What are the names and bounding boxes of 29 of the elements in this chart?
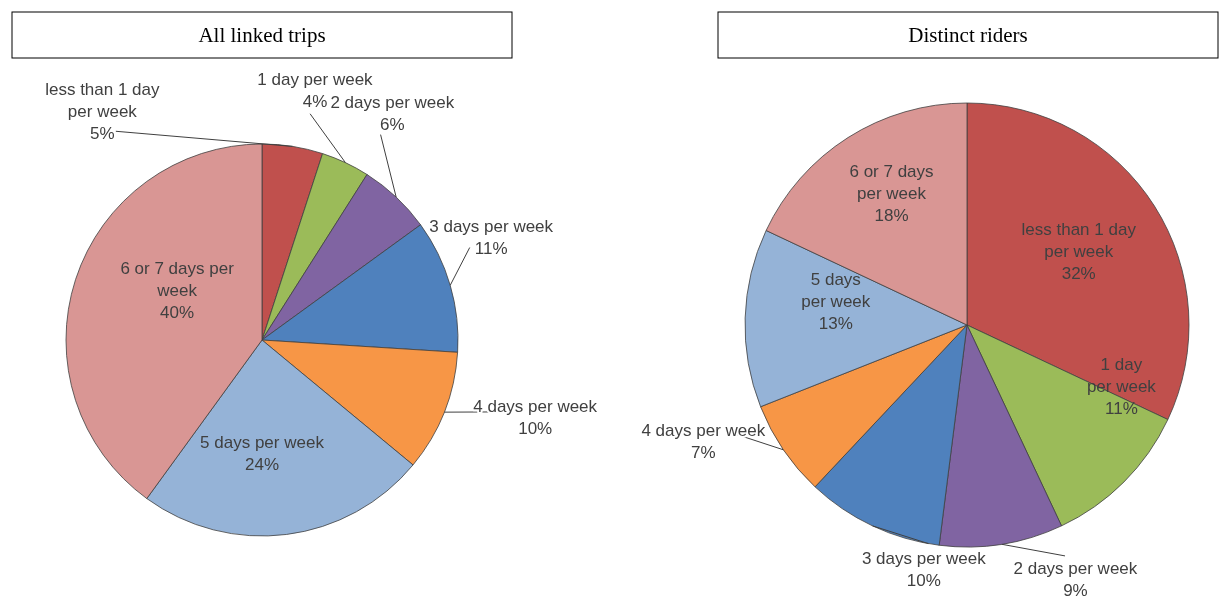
slice-label: 1 day per week — [1086, 355, 1157, 397]
data-label: 7% — [691, 443, 716, 463]
slice-label: 4 days per week — [641, 421, 766, 441]
data-label: 5% — [90, 124, 115, 144]
data-label: 10% — [518, 419, 553, 439]
data-label: 4% — [302, 91, 328, 111]
data-label: 18% — [874, 206, 909, 226]
slice-label: 2 days per week — [1013, 559, 1138, 579]
slice-label: 5 days per week — [801, 269, 871, 311]
slice-label: 1 day per week — [257, 69, 374, 89]
slice-label: less than 1 day per week — [45, 80, 161, 122]
slice-label: less than 1 day per week — [1021, 220, 1137, 262]
slice-label: 5 days per week — [200, 432, 325, 452]
chart-title: Distinct riders — [908, 23, 1028, 47]
data-label: 32% — [1061, 264, 1096, 284]
chart-title: All linked trips — [198, 23, 326, 47]
slice-label: 3 days per week — [861, 548, 987, 568]
data-label: 11% — [474, 238, 508, 258]
data-label: 11% — [1104, 399, 1138, 419]
data-label: 6% — [380, 115, 405, 135]
data-label: 10% — [906, 570, 941, 590]
data-label: 40% — [160, 303, 195, 322]
slice-label: 2 days per week — [330, 93, 455, 113]
data-label: 13% — [818, 313, 853, 333]
data-label: 9% — [1063, 581, 1088, 601]
data-label: 24% — [244, 454, 280, 474]
slice-label: 3 days per week — [429, 216, 554, 236]
slice-label: 6 or 7 days per week — [849, 162, 934, 204]
slice-label: 6 or 7 days per week — [120, 259, 235, 300]
